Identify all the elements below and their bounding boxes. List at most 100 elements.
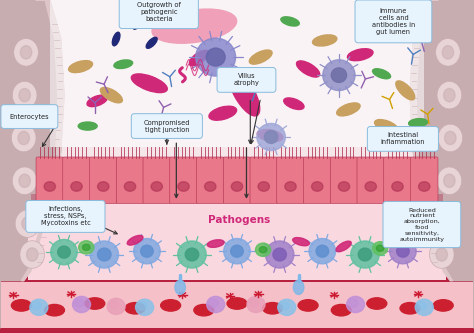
- Ellipse shape: [178, 182, 189, 191]
- Ellipse shape: [316, 245, 328, 257]
- Ellipse shape: [417, 302, 427, 310]
- Ellipse shape: [71, 182, 82, 191]
- Ellipse shape: [227, 298, 247, 309]
- Ellipse shape: [396, 81, 415, 100]
- Ellipse shape: [44, 182, 55, 191]
- Polygon shape: [410, 0, 474, 328]
- Ellipse shape: [151, 182, 163, 191]
- Ellipse shape: [436, 248, 447, 261]
- Ellipse shape: [45, 304, 64, 316]
- Ellipse shape: [351, 241, 379, 268]
- Text: Pathogens: Pathogens: [208, 215, 271, 225]
- Ellipse shape: [27, 248, 38, 261]
- Ellipse shape: [15, 210, 40, 237]
- Ellipse shape: [78, 122, 97, 130]
- Ellipse shape: [125, 303, 145, 314]
- FancyBboxPatch shape: [217, 68, 276, 92]
- FancyBboxPatch shape: [170, 157, 197, 203]
- Ellipse shape: [12, 167, 37, 194]
- Ellipse shape: [152, 9, 237, 43]
- Ellipse shape: [14, 39, 38, 66]
- Ellipse shape: [18, 131, 29, 145]
- Ellipse shape: [51, 239, 77, 265]
- Bar: [50, 0, 424, 148]
- FancyBboxPatch shape: [1, 105, 58, 129]
- Ellipse shape: [134, 238, 160, 264]
- Ellipse shape: [259, 247, 267, 253]
- Ellipse shape: [409, 119, 428, 127]
- Ellipse shape: [263, 303, 283, 314]
- Ellipse shape: [107, 298, 125, 314]
- Ellipse shape: [337, 103, 360, 116]
- Ellipse shape: [19, 89, 30, 102]
- Ellipse shape: [20, 46, 32, 59]
- Ellipse shape: [205, 182, 216, 191]
- Ellipse shape: [19, 174, 30, 187]
- FancyBboxPatch shape: [26, 200, 105, 232]
- Ellipse shape: [285, 182, 296, 191]
- Ellipse shape: [141, 245, 153, 257]
- Ellipse shape: [178, 241, 206, 268]
- Bar: [31, 193, 443, 202]
- Ellipse shape: [231, 245, 243, 257]
- Ellipse shape: [112, 32, 120, 46]
- Ellipse shape: [114, 60, 133, 69]
- Ellipse shape: [415, 299, 433, 315]
- Ellipse shape: [12, 81, 37, 109]
- Ellipse shape: [231, 182, 243, 191]
- Ellipse shape: [293, 237, 309, 246]
- Ellipse shape: [433, 300, 453, 311]
- FancyBboxPatch shape: [410, 157, 438, 203]
- Ellipse shape: [73, 296, 91, 313]
- Ellipse shape: [249, 50, 272, 64]
- Ellipse shape: [133, 16, 142, 29]
- Ellipse shape: [373, 242, 388, 255]
- FancyBboxPatch shape: [367, 127, 438, 151]
- Ellipse shape: [85, 298, 105, 309]
- Ellipse shape: [124, 182, 136, 191]
- Ellipse shape: [20, 241, 45, 268]
- Ellipse shape: [311, 182, 323, 191]
- Ellipse shape: [22, 217, 33, 230]
- Text: Infections,
stress, NSPs,
Mycotoxins etc: Infections, stress, NSPs, Mycotoxins etc: [41, 206, 90, 226]
- Ellipse shape: [265, 241, 294, 268]
- Ellipse shape: [280, 302, 289, 310]
- Ellipse shape: [346, 296, 365, 313]
- Ellipse shape: [209, 106, 237, 120]
- Ellipse shape: [312, 35, 337, 46]
- Ellipse shape: [331, 68, 346, 83]
- Ellipse shape: [373, 69, 391, 79]
- Ellipse shape: [358, 248, 372, 261]
- FancyBboxPatch shape: [355, 0, 432, 43]
- Ellipse shape: [429, 241, 454, 268]
- Ellipse shape: [437, 81, 462, 109]
- FancyBboxPatch shape: [90, 157, 117, 203]
- Ellipse shape: [185, 248, 199, 261]
- Ellipse shape: [98, 248, 111, 261]
- Ellipse shape: [368, 25, 386, 34]
- Ellipse shape: [323, 60, 355, 91]
- Bar: [0, 277, 474, 333]
- Ellipse shape: [87, 95, 107, 107]
- Text: Reduced
nutrient
absorption,
food
sensitivity,
autoimmunity: Reduced nutrient absorption, food sensit…: [400, 207, 444, 241]
- Ellipse shape: [298, 300, 318, 311]
- Ellipse shape: [347, 49, 373, 61]
- Polygon shape: [0, 0, 64, 328]
- Ellipse shape: [196, 38, 236, 76]
- Ellipse shape: [90, 241, 118, 268]
- Ellipse shape: [281, 17, 299, 26]
- FancyBboxPatch shape: [277, 157, 304, 203]
- Text: Intestinal
inflammation: Intestinal inflammation: [381, 133, 425, 146]
- Ellipse shape: [397, 245, 409, 257]
- Ellipse shape: [257, 124, 285, 151]
- Ellipse shape: [376, 245, 384, 251]
- FancyBboxPatch shape: [384, 157, 411, 203]
- FancyBboxPatch shape: [36, 157, 64, 203]
- FancyBboxPatch shape: [131, 114, 202, 139]
- Ellipse shape: [436, 39, 460, 66]
- Ellipse shape: [173, 9, 192, 17]
- FancyBboxPatch shape: [119, 0, 199, 29]
- Ellipse shape: [161, 300, 181, 311]
- Ellipse shape: [374, 120, 398, 133]
- Ellipse shape: [365, 182, 376, 191]
